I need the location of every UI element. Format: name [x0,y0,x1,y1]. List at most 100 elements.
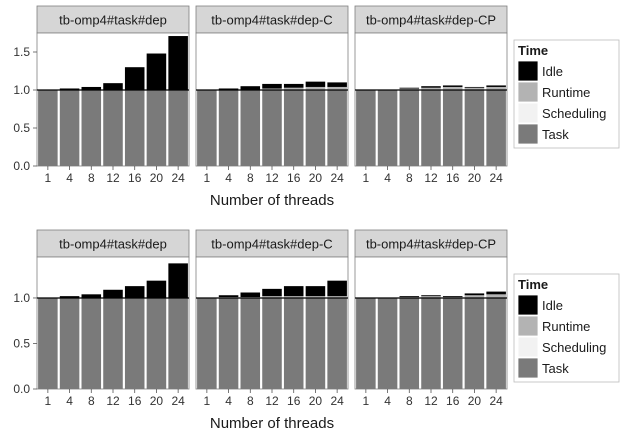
x-tick-label: 16 [287,394,301,408]
bar-segment-task [262,297,282,389]
bar-segment-idle [103,83,123,90]
bar-segment-idle [262,288,282,297]
bar-segment-idle [486,85,506,87]
bar-segment-runtime [262,88,282,90]
x-tick-label: 24 [330,171,344,185]
x-tick-label: 1 [45,171,52,185]
x-tick-label: 20 [309,171,323,185]
panel-title: tb-omp4#task#dep-CP [366,237,496,252]
panel: tb-omp4#task#dep 1 4 8 12 16 20 24 [36,229,190,408]
bar-segment-runtime [486,294,506,298]
legend-label: Scheduling [542,340,606,355]
bar-segment-idle [399,87,420,89]
panel: tb-omp4#task#dep-C 1 4 8 12 16 20 24 [195,5,349,185]
panel: tb-omp4#task#dep 1 4 8 12 16 20 24 [36,5,190,185]
x-tick-label: 20 [468,394,482,408]
legend-label: Runtime [542,319,590,334]
bar-segment-idle [168,263,188,298]
bar-segment-idle [124,286,145,298]
bar-segment-task [218,297,239,389]
x-tick-label: 16 [128,171,142,185]
bar-segment-runtime [399,88,420,90]
panel-title: tb-omp4#task#dep-C [211,237,332,252]
bar-segment-idle [81,86,102,90]
bar-segment-idle [464,86,485,88]
x-tick-label: 20 [150,394,164,408]
y-tick-label: 1.5 [13,45,30,59]
legend-key [517,102,539,124]
bar-segment-idle [327,280,347,297]
y-tick-label: 0.5 [13,336,30,350]
bar-segment-idle [283,286,304,297]
bar-segment-runtime [283,87,304,90]
panel-title: tb-omp4#task#dep-CP [366,13,496,28]
bar-segment-runtime [305,86,326,90]
x-tick-label: 16 [446,171,460,185]
bar-segment-idle [421,295,441,297]
y-tick-label: 0.0 [13,159,30,173]
y-tick-label: 1.0 [13,291,30,305]
bar-segment-idle [146,53,167,90]
legend-label: Scheduling [542,106,606,121]
x-axis-title: Number of threads [210,415,334,432]
bar-segment-task [421,297,441,389]
bar-segment-task [327,297,347,389]
x-axis-title: Number of threads [210,192,334,209]
legend-key [517,123,539,145]
bar-segment-idle [486,291,506,295]
bar-segment-idle [103,289,123,298]
bar-segment-task [399,90,420,166]
panel-strip [36,5,190,34]
bar-segment-runtime [262,296,282,298]
panel-title: tb-omp4#task#dep-C [211,13,332,28]
legend-key [517,81,539,103]
legend: Time Idle Runtime Scheduling Task [513,273,620,383]
x-tick-label: 24 [171,171,185,185]
bar-segment-idle [399,296,420,298]
x-tick-label: 16 [128,394,142,408]
bar-segment-runtime [327,296,347,298]
bar-segment-task [38,90,58,166]
bar-segment-task [399,297,420,389]
bar-segment-idle [218,88,239,90]
legend-key [517,60,539,82]
x-tick-label: 8 [88,171,95,185]
x-tick-label: 24 [489,394,503,408]
bar-segment-task [124,90,145,166]
bar-segment-task [377,90,398,166]
bar-segment-idle [240,86,261,90]
bar-segment-task [218,90,239,166]
bar-segment-idle [305,81,326,87]
bar-segment-idle [421,86,441,88]
bar-segment-task [146,297,167,389]
bar-segment-runtime [464,295,485,298]
y-tick-label: 1.0 [13,83,30,97]
bar-segment-task [421,90,441,166]
x-tick-label: 20 [468,171,482,185]
bar-segment-idle [305,286,326,297]
legend-title: Time [518,277,548,292]
x-tick-label: 8 [406,394,413,408]
legend-label: Runtime [542,85,590,100]
bar-segment-runtime [305,296,326,298]
bar-segment-runtime [421,87,441,90]
bar-segment-idle [262,83,282,89]
bar-segment-task [59,90,80,166]
bar-segment-task [103,297,123,389]
bar-segment-task [464,297,485,389]
bar-segment-task [240,297,261,389]
x-tick-label: 1 [363,394,370,408]
x-tick-label: 24 [171,394,185,408]
panel: tb-omp4#task#dep-C 1 4 8 12 16 20 24 [195,229,349,408]
bar-segment-task [442,297,463,389]
x-tick-label: 20 [309,394,323,408]
x-tick-label: 4 [225,171,232,185]
bar-segment-runtime [421,296,441,298]
bar-segment-idle [124,67,145,90]
bar-segment-runtime [442,86,463,90]
panel: tb-omp4#task#dep-CP 1 4 8 12 16 20 24 [354,229,508,408]
x-tick-label: 1 [204,171,211,185]
